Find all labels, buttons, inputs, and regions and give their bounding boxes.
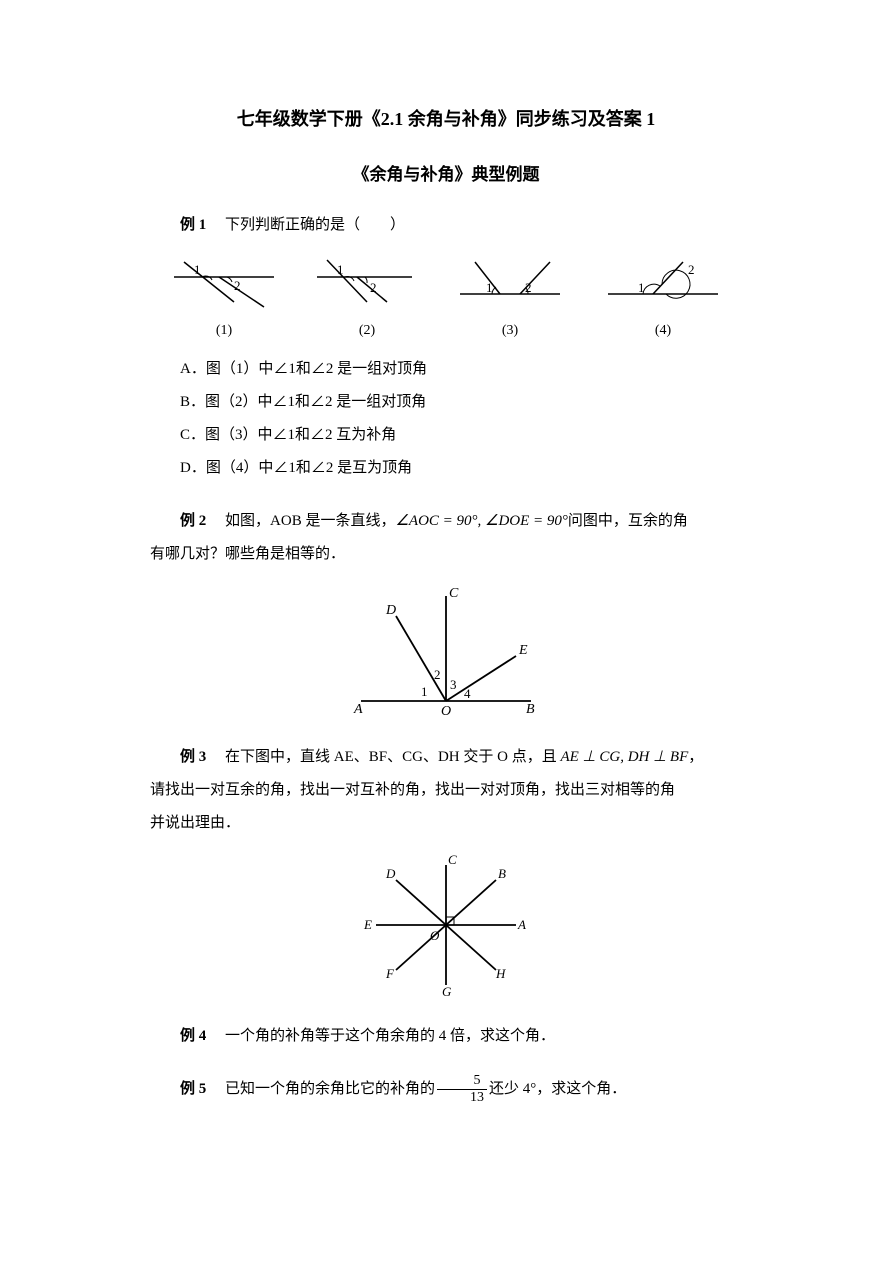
example-1: 例 1 下列判断正确的是（ ） 1 2 (1) 1 2: [150, 209, 742, 485]
ex1-label: 例 1: [180, 217, 206, 233]
ex3-q1: 在下图中，直线 AE、BF、CG、DH 交于 O 点，且: [225, 749, 560, 765]
ex5-fraction: 513: [437, 1073, 487, 1105]
svg-text:F: F: [385, 966, 395, 981]
ex2-q2: 问图中，互余的角: [568, 513, 688, 529]
page-title: 七年级数学下册《2.1 余角与补角》同步练习及答案 1: [150, 100, 742, 140]
svg-text:D: D: [385, 603, 396, 618]
svg-text:3: 3: [450, 677, 457, 692]
svg-text:A: A: [517, 917, 526, 932]
ex3-math: AE ⊥ CG, DH ⊥ BF: [560, 749, 688, 765]
svg-text:B: B: [498, 866, 506, 881]
ex2-q3: 有哪几对？哪些角是相等的．: [150, 538, 742, 571]
ex3-svg: A B C D E F G H O: [346, 850, 546, 1000]
svg-text:O: O: [441, 704, 451, 719]
fig3-caption: (3): [450, 316, 570, 347]
svg-text:D: D: [385, 866, 396, 881]
svg-text:C: C: [448, 852, 457, 867]
example-2: 例 2 如图，AOB 是一条直线，∠AOC = 90°, ∠DOE = 90°问…: [150, 505, 742, 721]
fig2-caption: (2): [312, 316, 422, 347]
ex5-q1: 已知一个角的余角比它的补角的: [225, 1081, 435, 1097]
ex2-svg: A B C D E O 1 2 3 4: [336, 581, 556, 721]
ex5-q2: 还少 4°，求这个角．: [489, 1081, 626, 1097]
example-4: 例 4 一个角的补角等于这个角余角的 4 倍，求这个角．: [150, 1020, 742, 1053]
svg-text:1: 1: [337, 262, 344, 277]
ex3-q4: 并说出理由．: [150, 807, 742, 840]
svg-text:1: 1: [194, 262, 201, 277]
svg-text:1: 1: [421, 684, 428, 699]
example-5: 例 5 已知一个角的余角比它的补角的513还少 4°，求这个角．: [150, 1073, 742, 1106]
page-subtitle: 《余角与补角》典型例题: [150, 156, 742, 193]
fig2-svg: 1 2: [312, 252, 422, 312]
ex3-figure: A B C D E F G H O: [150, 850, 742, 1000]
svg-text:O: O: [430, 928, 440, 943]
fig1-caption: (1): [164, 316, 284, 347]
ex2-figure: A B C D E O 1 2 3 4: [150, 581, 742, 721]
svg-text:G: G: [442, 984, 452, 999]
ex1-opt-a: A．图（1）中∠1和∠2 是一组对顶角: [180, 353, 742, 386]
svg-text:E: E: [363, 917, 372, 932]
ex1-fig1: 1 2 (1): [164, 252, 284, 347]
ex1-question: [210, 217, 225, 233]
fig4-svg: 1 2: [598, 252, 728, 312]
svg-text:A: A: [353, 702, 363, 717]
svg-text:E: E: [518, 643, 528, 658]
ex2-q1: 如图，AOB 是一条直线，: [225, 513, 395, 529]
svg-text:C: C: [449, 586, 459, 601]
ex1-opt-d: D．图（4）中∠1和∠2 是互为顶角: [180, 452, 742, 485]
ex3-q3: 请找出一对互余的角，找出一对互补的角，找出一对对顶角，找出三对相等的角: [150, 774, 742, 807]
ex1-figures: 1 2 (1) 1 2 (2): [150, 252, 742, 347]
svg-text:2: 2: [688, 262, 695, 277]
svg-text:2: 2: [434, 667, 441, 682]
ex1-question-text: 下列判断正确的是（ ）: [225, 217, 405, 233]
svg-text:4: 4: [464, 686, 471, 701]
svg-text:2: 2: [234, 278, 241, 293]
ex4-label: 例 4: [180, 1028, 206, 1044]
ex2-label: 例 2: [180, 513, 206, 529]
svg-text:1: 1: [486, 280, 493, 295]
frac-num: 5: [437, 1073, 487, 1089]
frac-den: 13: [437, 1090, 487, 1105]
fig4-caption: (4): [598, 316, 728, 347]
svg-text:B: B: [526, 702, 535, 717]
ex3-label: 例 3: [180, 749, 206, 765]
ex5-label: 例 5: [180, 1081, 206, 1097]
ex1-opt-c: C．图（3）中∠1和∠2 互为补角: [180, 419, 742, 452]
ex1-opt-b: B．图（2）中∠1和∠2 是一组对顶角: [180, 386, 742, 419]
ex4-q: 一个角的补角等于这个角余角的 4 倍，求这个角．: [225, 1028, 555, 1044]
ex1-fig2: 1 2 (2): [312, 252, 422, 347]
ex1-fig3: 1 2 (3): [450, 252, 570, 347]
svg-text:2: 2: [370, 280, 377, 295]
fig1-svg: 1 2: [164, 252, 284, 312]
ex1-options: A．图（1）中∠1和∠2 是一组对顶角 B．图（2）中∠1和∠2 是一组对顶角 …: [180, 353, 742, 485]
ex3-q2: ，: [688, 749, 703, 765]
ex2-math: ∠AOC = 90°, ∠DOE = 90°: [395, 513, 567, 529]
ex1-fig4: 1 2 (4): [598, 252, 728, 347]
svg-text:H: H: [495, 966, 506, 981]
example-3: 例 3 在下图中，直线 AE、BF、CG、DH 交于 O 点，且 AE ⊥ CG…: [150, 741, 742, 1000]
fig3-svg: 1 2: [450, 252, 570, 312]
